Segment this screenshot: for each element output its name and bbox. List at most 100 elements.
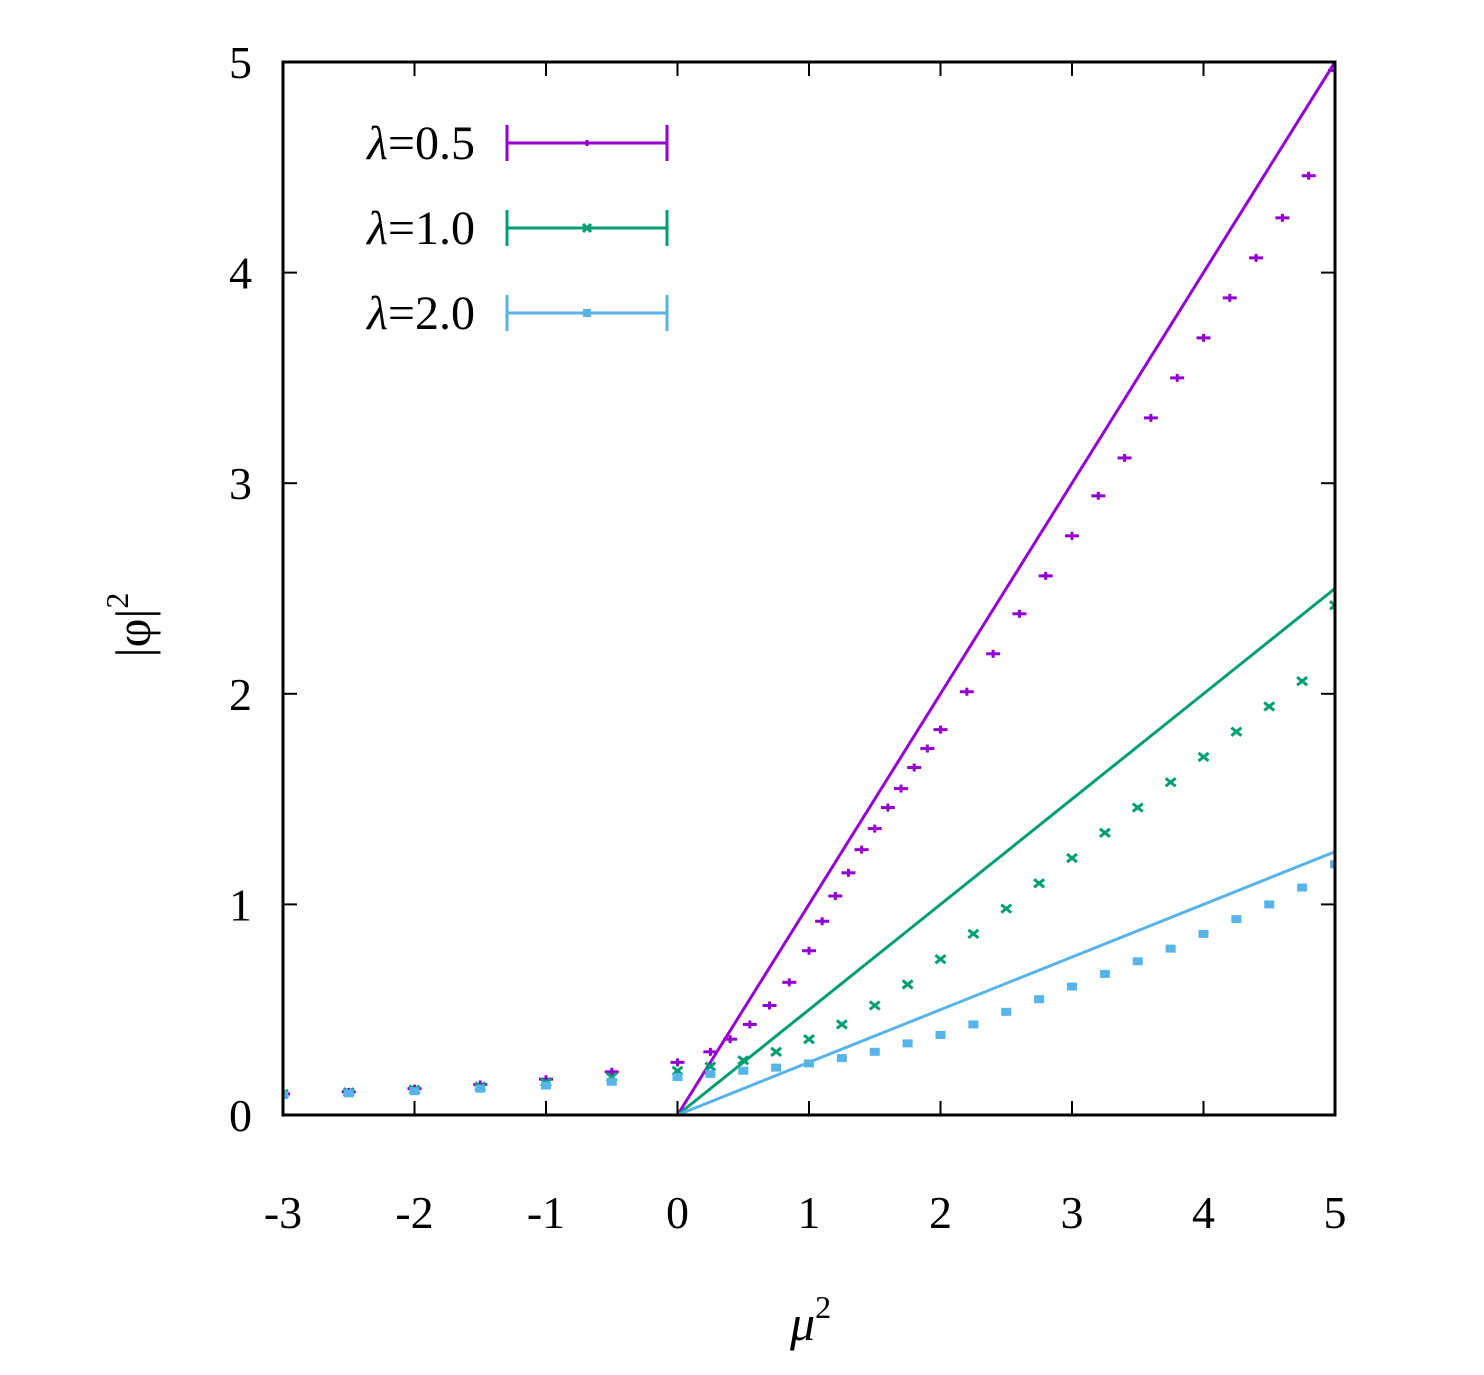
- legend-label-symbol: λ: [365, 117, 388, 170]
- legend-marker: [581, 222, 593, 234]
- series-2-point: [704, 1061, 717, 1072]
- series-3-point: [738, 1066, 749, 1075]
- series-2-point-d2: [868, 1000, 881, 1011]
- series-1-point: [1117, 453, 1132, 462]
- series-1-point: [742, 1020, 757, 1029]
- y-tick-label: 5: [229, 37, 252, 88]
- series-3: [283, 850, 1335, 1115]
- series-3-point: [836, 1054, 847, 1063]
- series-2-point: [1098, 827, 1111, 838]
- legend-label-symbol: λ: [365, 287, 388, 340]
- series-3-point: [935, 1030, 946, 1039]
- series-1-point: [1222, 293, 1237, 302]
- series-3-point-sq: [1231, 915, 1242, 924]
- series-1-point: [802, 946, 816, 955]
- series-2-point-d2: [1000, 903, 1013, 914]
- series-1-theory-line: [676, 62, 1335, 1115]
- series-3-point-sq: [1132, 957, 1143, 966]
- series-2-point-d2: [835, 1019, 848, 1030]
- series-1: [283, 62, 1335, 1115]
- series-3-point-sq: [968, 1020, 979, 1029]
- axis-labels: μ2|φ|2: [99, 593, 831, 1351]
- x-axis-label-sup: 2: [815, 1289, 831, 1325]
- series-3-point-sq: [1264, 900, 1275, 909]
- y-axis-label: |φ|2: [99, 593, 161, 658]
- x-tick-label: 2: [929, 1187, 952, 1238]
- series-2-point-d2: [1329, 603, 1335, 611]
- series-2-point-d2: [1197, 751, 1210, 763]
- series-3-point: [1067, 982, 1077, 991]
- x-tick-label: 0: [666, 1187, 689, 1238]
- series-1-point: [782, 978, 797, 987]
- series-2-point: [737, 1055, 750, 1066]
- series-2-point: [1329, 600, 1335, 611]
- series-3-point-sq: [606, 1077, 617, 1086]
- series-2-point-d2: [1066, 852, 1078, 864]
- series-1-point: [933, 725, 948, 734]
- series-1-point: [670, 1058, 685, 1067]
- series-2-point-d2: [1230, 726, 1243, 737]
- legend-item-2: λ=1.0: [365, 202, 669, 255]
- series-3-point-sq: [1001, 1007, 1012, 1016]
- series-2-point-d2: [770, 1046, 783, 1057]
- x-axis-label-main: μ: [789, 1295, 815, 1351]
- series-1-point: [959, 687, 974, 696]
- series-3-point: [1034, 995, 1045, 1004]
- series-3-point-sq: [283, 1090, 288, 1099]
- series-3-point: [541, 1081, 551, 1090]
- series-1-point: [1091, 491, 1106, 500]
- series-3-theory-line: [676, 850, 1335, 1115]
- series-3-point-sq: [1198, 929, 1209, 938]
- series-1-point: [815, 917, 830, 926]
- series-1-point: [1328, 66, 1335, 75]
- series-3-point-sq: [705, 1069, 716, 1078]
- series-3-point-sq: [869, 1047, 880, 1056]
- legend-item-1: λ=0.5: [365, 117, 669, 170]
- series-1-point: [894, 784, 909, 793]
- series-3-point: [705, 1069, 716, 1078]
- series-3-point: [1297, 883, 1308, 892]
- series-1-point: [854, 845, 869, 854]
- series-2-point-d2: [1263, 701, 1276, 712]
- y-tick-label: 2: [229, 669, 252, 720]
- x-tick-label: -2: [395, 1187, 433, 1238]
- legend-label: λ=0.5: [365, 117, 475, 170]
- series-2-point: [1164, 777, 1177, 788]
- legend-label-value: =1.0: [388, 202, 475, 255]
- series-3-point: [1001, 1007, 1012, 1016]
- axes: -3 -2 -1 0 1 2 3 4 5 0 1 2 3 4 5: [229, 37, 1347, 1238]
- x-tick-label: -3: [264, 1187, 302, 1238]
- series-2-point: [1066, 852, 1078, 864]
- series-2-point-d2: [803, 1034, 815, 1045]
- legend-label: λ=1.0: [365, 202, 475, 255]
- series-2-point-d2: [1296, 675, 1309, 687]
- x-axis-label: μ2: [789, 1289, 831, 1351]
- series-2-point-d2: [737, 1055, 750, 1066]
- series-3-point: [1165, 944, 1176, 953]
- series-3-point: [1132, 957, 1143, 966]
- x-tick-label: 4: [1192, 1187, 1215, 1238]
- y-tick-label: 0: [229, 1090, 252, 1141]
- series-2-point-d2: [901, 979, 914, 990]
- series-1-point: [1143, 413, 1158, 422]
- series-3-point-sq: [1099, 969, 1110, 978]
- series-3-point-sq: [1330, 860, 1335, 869]
- series-3-point: [771, 1063, 782, 1072]
- series-3-point: [1231, 915, 1242, 924]
- series-2-point: [1296, 675, 1309, 687]
- series-2-point-d2: [1033, 878, 1046, 889]
- legend-label-value: =0.5: [388, 117, 475, 170]
- legend-label: λ=2.0: [365, 287, 475, 340]
- series-3-point-sq: [475, 1084, 486, 1093]
- legend-label-value: =2.0: [388, 287, 475, 340]
- series-3-point-sq: [672, 1073, 683, 1082]
- series-3-point-sq: [935, 1030, 946, 1039]
- series-2-point: [770, 1046, 783, 1057]
- x-tick-label: 5: [1324, 1187, 1347, 1238]
- series-2-point-d2: [1164, 777, 1177, 788]
- series-1-point: [841, 868, 856, 877]
- series-3-point-sq: [541, 1081, 551, 1090]
- series-3-point-sq: [804, 1059, 814, 1068]
- series-2-point: [1131, 802, 1144, 813]
- series-3-point-sq: [343, 1089, 354, 1098]
